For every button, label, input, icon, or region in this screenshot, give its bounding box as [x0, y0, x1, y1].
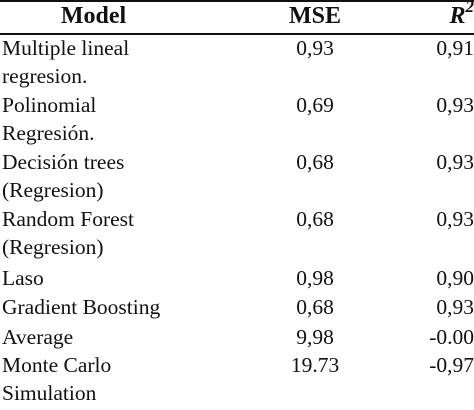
mse-cell: 0,68	[296, 207, 334, 231]
r2-cell: 0,93	[436, 93, 474, 117]
model-line: (Regresion)	[2, 235, 104, 259]
r2-cell: 0,91	[436, 36, 474, 60]
mse-cell: 0,98	[296, 266, 334, 290]
mse-cell: 0,68	[296, 150, 334, 174]
mse-cell: 9,98	[296, 325, 334, 349]
model-cell: Average	[2, 323, 262, 351]
model-line: Multiple lineal	[2, 36, 130, 60]
mse-cell: 0,93	[296, 36, 334, 60]
model-line: Decisión trees	[2, 150, 125, 174]
model-line: Average	[2, 325, 74, 349]
table-top-rule	[0, 0, 474, 2]
model-cell: Polinomial Regresión.	[2, 91, 262, 147]
model-line: Gradient Boosting	[2, 295, 161, 319]
model-cell: Gradient Boosting	[2, 293, 262, 321]
mse-cell: 19.73	[290, 353, 340, 377]
header-r2-letter: R	[449, 3, 466, 29]
model-cell: Random Forest (Regresion)	[2, 205, 262, 261]
header-model: Model	[60, 3, 127, 29]
model-cell: Decisión trees (Regresion)	[2, 148, 262, 204]
r2-cell: 0,90	[436, 266, 474, 290]
model-cell: Laso	[2, 264, 262, 292]
model-line: Monte Carlo	[2, 353, 112, 377]
header-r2: R2	[390, 0, 474, 31]
model-line: (Regresion)	[2, 178, 104, 202]
header-r2-superscript: 2	[465, 0, 474, 16]
mse-cell: 0,68	[296, 295, 334, 319]
r2-cell: 0,93	[436, 207, 474, 231]
mse-cell: 0,69	[296, 93, 334, 117]
header-mse: MSE	[288, 3, 341, 29]
header-rule	[0, 33, 474, 35]
r2-cell: -0.00	[429, 325, 474, 349]
model-line: Simulation	[2, 381, 97, 405]
model-line: Regresión.	[2, 121, 95, 145]
r2-cell: 0,93	[436, 150, 474, 174]
r2-cell: 0,93	[436, 295, 474, 319]
model-line: Polinomial	[2, 93, 97, 117]
model-cell: Multiple lineal regresion.	[2, 34, 262, 90]
model-cell: Monte Carlo Simulation	[2, 351, 262, 407]
model-line: Random Forest	[2, 207, 134, 231]
model-line: Laso	[2, 266, 44, 290]
model-line: regresion.	[2, 64, 88, 88]
r2-cell: -0,97	[429, 353, 474, 377]
